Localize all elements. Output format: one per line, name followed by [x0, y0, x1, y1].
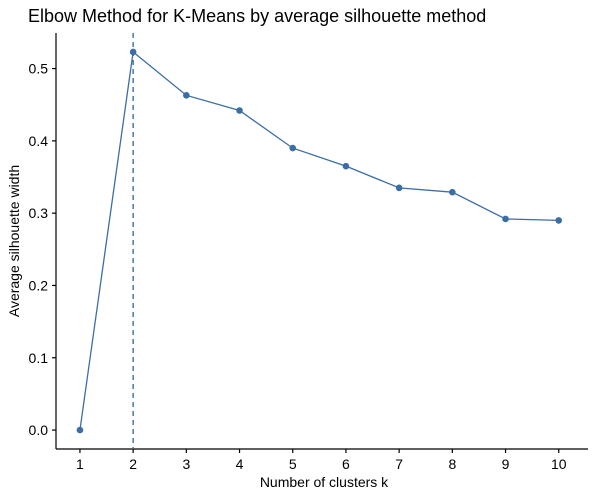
data-point: [342, 162, 350, 170]
data-point: [555, 217, 563, 224]
x-tick-label: 2: [129, 456, 137, 472]
x-tick-label: 9: [502, 456, 510, 472]
x-tick-label: 3: [182, 456, 190, 472]
x-tick-label: 4: [236, 456, 244, 472]
x-axis-title: Number of clusters k: [260, 474, 389, 490]
y-tick-label: 0.3: [29, 205, 49, 221]
x-tick-label: 5: [289, 456, 297, 472]
series-line: [79, 50, 559, 431]
x-tick-label: 10: [551, 456, 567, 472]
y-tick-label: 0.5: [29, 61, 49, 77]
plot-area: 0.0 0.1 0.2 0.3 0.4 0.5 1 2 3 4 5 6 7 8 9 10: [29, 33, 588, 472]
x-tick-label: 8: [448, 456, 456, 472]
data-point: [236, 107, 243, 114]
chart-title: Elbow Method for K-Means by average silh…: [28, 6, 486, 26]
data-point: [502, 215, 509, 223]
data-point: [449, 188, 456, 196]
data-point: [395, 184, 403, 192]
data-point: [129, 48, 137, 56]
y-tick-label: 0.1: [29, 350, 49, 366]
data-point: [183, 92, 190, 99]
y-tick-label: 0.0: [29, 422, 49, 438]
data-point: [76, 426, 84, 434]
y-tick-label: 0.4: [29, 133, 49, 149]
data-point: [289, 144, 297, 152]
x-tick-label: 1: [76, 456, 84, 472]
x-tick-label: 6: [342, 456, 350, 472]
y-axis-title: Average silhouette width: [6, 165, 22, 317]
y-tick-label: 0.2: [29, 277, 49, 293]
x-tick-label: 7: [395, 456, 403, 472]
